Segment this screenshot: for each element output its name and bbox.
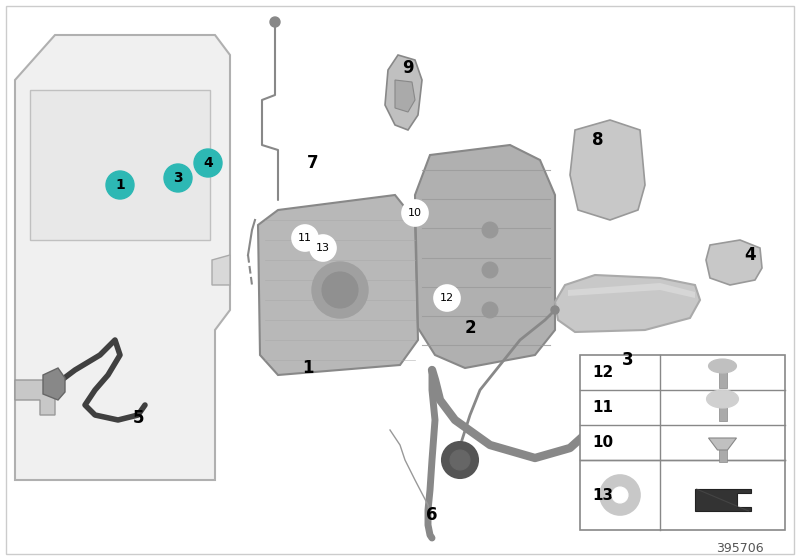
Polygon shape: [258, 195, 418, 375]
Text: 11: 11: [592, 400, 613, 415]
Text: 12: 12: [440, 293, 454, 303]
FancyBboxPatch shape: [580, 355, 785, 530]
Polygon shape: [570, 120, 645, 220]
Polygon shape: [694, 489, 750, 511]
Polygon shape: [709, 438, 737, 450]
Text: 3: 3: [173, 171, 183, 185]
Text: 4: 4: [203, 156, 213, 170]
Circle shape: [270, 17, 280, 27]
Circle shape: [106, 171, 134, 199]
Text: 8: 8: [592, 131, 604, 149]
Circle shape: [164, 164, 192, 192]
Circle shape: [612, 487, 628, 503]
Polygon shape: [30, 90, 210, 240]
Circle shape: [312, 262, 368, 318]
Polygon shape: [15, 35, 230, 480]
Polygon shape: [706, 240, 762, 285]
Ellipse shape: [709, 359, 737, 373]
Polygon shape: [415, 145, 555, 368]
Polygon shape: [385, 55, 422, 130]
Text: 3: 3: [622, 351, 634, 369]
Circle shape: [482, 262, 498, 278]
Ellipse shape: [706, 390, 738, 408]
Text: 5: 5: [132, 409, 144, 427]
Text: 10: 10: [408, 208, 422, 218]
Circle shape: [292, 225, 318, 251]
Polygon shape: [555, 275, 700, 332]
Circle shape: [450, 450, 470, 470]
Circle shape: [310, 235, 336, 261]
Text: 12: 12: [592, 365, 614, 380]
Circle shape: [482, 222, 498, 238]
Circle shape: [551, 306, 559, 314]
Text: 395706: 395706: [716, 542, 764, 554]
Text: 13: 13: [592, 488, 613, 502]
Text: 1: 1: [115, 178, 125, 192]
Polygon shape: [15, 380, 55, 415]
Text: 11: 11: [298, 233, 312, 243]
Circle shape: [600, 475, 640, 515]
FancyBboxPatch shape: [718, 446, 726, 462]
Text: 2: 2: [464, 319, 476, 337]
FancyBboxPatch shape: [718, 368, 726, 388]
Circle shape: [322, 272, 358, 308]
Circle shape: [482, 302, 498, 318]
Text: 1: 1: [302, 359, 314, 377]
Polygon shape: [395, 80, 415, 112]
Text: 6: 6: [426, 506, 438, 524]
Text: 10: 10: [592, 435, 613, 450]
Text: 4: 4: [744, 246, 756, 264]
Polygon shape: [43, 368, 65, 400]
Circle shape: [402, 200, 428, 226]
Text: 13: 13: [316, 243, 330, 253]
Circle shape: [434, 285, 460, 311]
Circle shape: [442, 442, 478, 478]
FancyBboxPatch shape: [718, 399, 726, 421]
Text: 9: 9: [402, 59, 414, 77]
Polygon shape: [568, 283, 695, 298]
Text: 7: 7: [307, 154, 319, 172]
Polygon shape: [212, 255, 230, 285]
Circle shape: [194, 149, 222, 177]
